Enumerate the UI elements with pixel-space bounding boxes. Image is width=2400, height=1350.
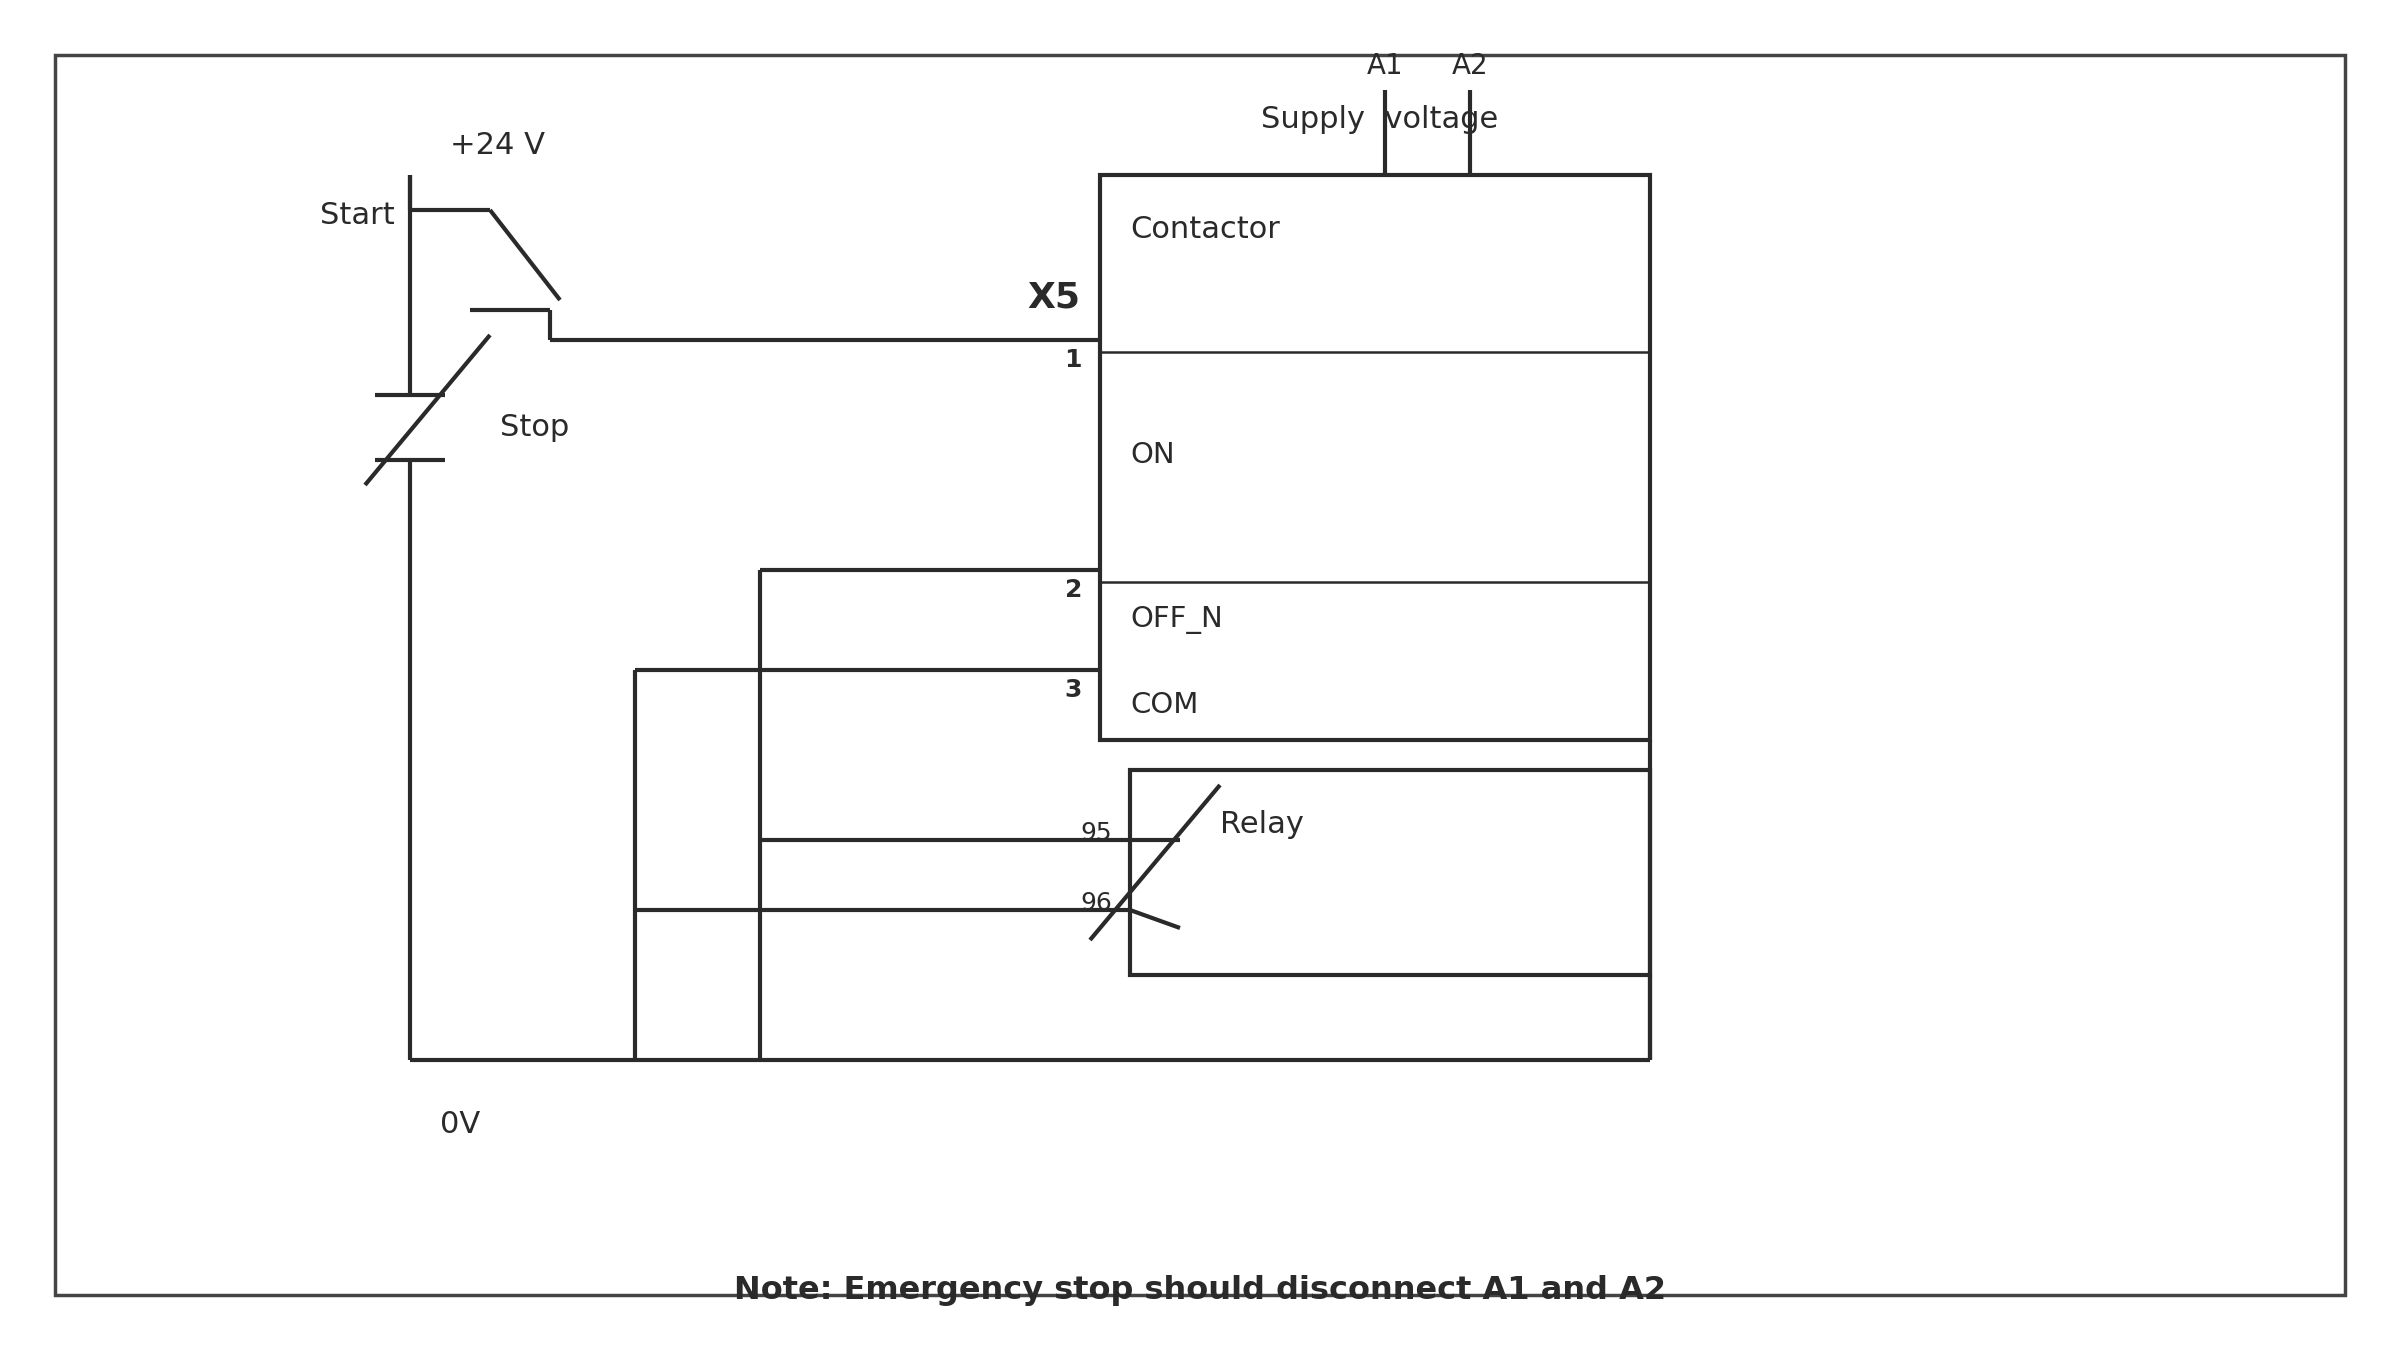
Text: A2: A2 bbox=[1452, 53, 1488, 80]
Text: 95: 95 bbox=[1080, 821, 1111, 845]
Text: 2: 2 bbox=[1066, 578, 1082, 602]
Bar bbox=[1130, 769, 1651, 975]
Text: Relay: Relay bbox=[1219, 810, 1303, 838]
Text: Start: Start bbox=[319, 201, 396, 230]
Text: Stop: Stop bbox=[499, 413, 569, 443]
Text: Contactor: Contactor bbox=[1130, 215, 1279, 244]
Text: Note: Emergency stop should disconnect A1 and A2: Note: Emergency stop should disconnect A… bbox=[734, 1274, 1666, 1305]
Text: 96: 96 bbox=[1080, 891, 1111, 915]
Text: ON: ON bbox=[1130, 441, 1174, 468]
Text: 0V: 0V bbox=[439, 1110, 480, 1139]
Bar bbox=[1099, 176, 1651, 740]
Text: X5: X5 bbox=[1027, 281, 1080, 315]
Text: OFF_N: OFF_N bbox=[1130, 606, 1222, 634]
Text: 1: 1 bbox=[1066, 348, 1082, 373]
Text: 3: 3 bbox=[1066, 678, 1082, 702]
Text: COM: COM bbox=[1130, 691, 1198, 720]
Text: A1: A1 bbox=[1366, 53, 1404, 80]
Text: +24 V: +24 V bbox=[451, 131, 545, 159]
Text: Supply  voltage: Supply voltage bbox=[1262, 105, 1498, 135]
